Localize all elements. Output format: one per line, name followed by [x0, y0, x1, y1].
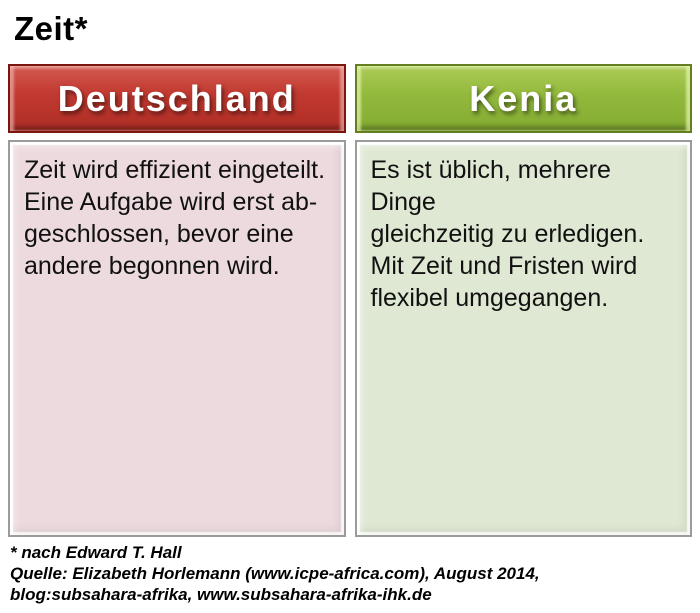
- footnote: * nach Edward T. Hall Quelle: Elizabeth …: [10, 542, 700, 605]
- footnote-source-line: * nach Edward T. Hall: [10, 543, 182, 562]
- footnote-source-line: Quelle: Elizabeth Horlemann (www.icpe-af…: [10, 564, 540, 583]
- page-title: Zeit*: [14, 10, 89, 47]
- footnote-source-line: blog:subsahara-afrika, www.subsahara-afr…: [10, 585, 432, 604]
- column-deutschland: Deutschland Zeit wird effizient eingetei…: [8, 64, 346, 537]
- body-deutschland: Zeit wird effizient eingeteilt. Eine Auf…: [8, 140, 346, 537]
- body-kenia-line: flexibel umgegangen.: [370, 284, 609, 312]
- body-deutschland-line: andere begonnen wird.: [24, 252, 280, 280]
- body-kenia-line: Mit Zeit und Fristen wird: [370, 252, 638, 280]
- column-kenia: Kenia Es ist üblich, mehrere Dinge gleic…: [354, 64, 692, 537]
- body-kenia-line: gleichzeitig zu erledigen.: [370, 220, 645, 248]
- body-kenia: Es ist üblich, mehrere Dinge gleichzeiti…: [354, 140, 692, 537]
- header-deutschland: Deutschland: [8, 64, 346, 133]
- body-deutschland-line: geschlossen, bevor eine: [24, 220, 294, 248]
- comparison-columns: Deutschland Zeit wird effizient eingetei…: [0, 64, 700, 537]
- body-kenia-line: Es ist üblich, mehrere Dinge: [370, 156, 611, 216]
- header-kenia: Kenia: [354, 64, 692, 133]
- body-deutschland-line: Eine Aufgabe wird erst ab-: [24, 188, 318, 216]
- body-deutschland-line: Zeit wird effizient eingeteilt.: [24, 156, 326, 184]
